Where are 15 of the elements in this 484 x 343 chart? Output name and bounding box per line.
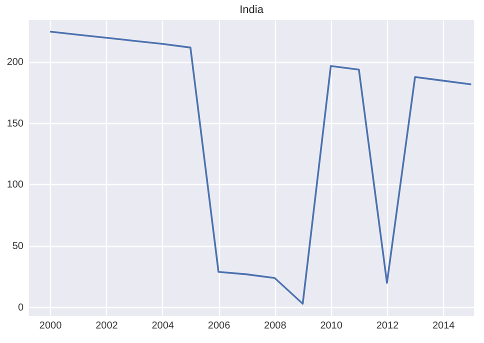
y-tick-label: 50 bbox=[12, 241, 24, 252]
y-tick-label: 150 bbox=[6, 118, 24, 130]
x-tick-label: 2010 bbox=[320, 320, 343, 332]
x-tick-label: 2002 bbox=[96, 320, 118, 332]
y-tick-label: 100 bbox=[6, 180, 24, 191]
line-series bbox=[49, 30, 472, 305]
x-tick-label: 2006 bbox=[208, 320, 231, 332]
chart-title: India bbox=[240, 4, 264, 16]
x-tick-label: 2004 bbox=[152, 320, 174, 332]
y-tick-label: 0 bbox=[18, 302, 24, 314]
x-tick-label: 2000 bbox=[39, 320, 62, 332]
x-tick-label: 2008 bbox=[264, 320, 287, 332]
x-tick-label: 2014 bbox=[432, 320, 456, 332]
x-tick-label: 2012 bbox=[376, 320, 400, 332]
y-tick-label: 200 bbox=[6, 57, 24, 68]
